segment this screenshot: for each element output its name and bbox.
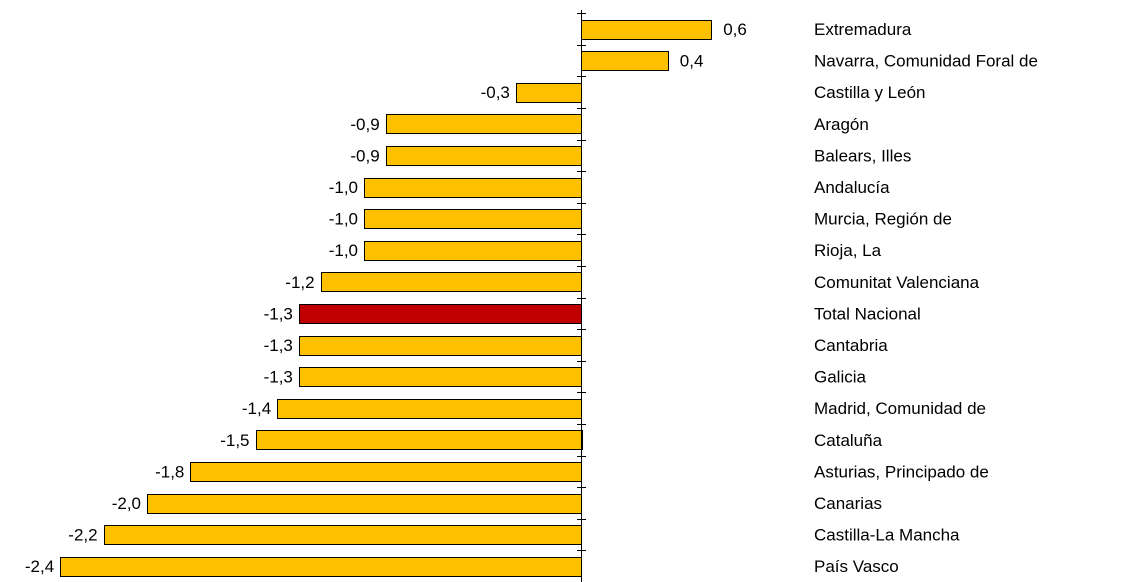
bar [256,430,583,450]
category-label: Asturias, Principado de [814,462,989,481]
bar [581,20,712,40]
category-label: Castilla-La Mancha [814,526,960,545]
bar [364,241,582,261]
value-label: -1,3 [264,368,293,387]
value-label: -2,2 [68,526,97,545]
category-label: Galicia [814,368,867,387]
bar [386,114,582,134]
value-label: -0,3 [481,83,510,102]
category-label: Total Nacional [814,304,921,323]
bar [516,83,582,103]
category-label: Rioja, La [814,241,882,260]
category-label: Navarra, Comunidad Foral de [814,52,1038,71]
bars-layer [60,20,712,577]
bar [60,557,582,577]
value-label: -2,0 [112,494,141,513]
value-label: -1,5 [220,431,249,450]
value-label: -2,4 [25,557,54,576]
value-label: -1,3 [264,304,293,323]
category-label: Cantabria [814,336,888,355]
bar [321,272,582,292]
value-label: -0,9 [350,146,379,165]
category-label: Balears, Illes [814,146,911,165]
bar [299,367,582,387]
category-label: Aragón [814,115,869,134]
value-label: -1,8 [155,462,184,481]
bar [386,146,582,166]
category-label: País Vasco [814,557,899,576]
value-label: -1,0 [329,210,358,229]
bar [364,209,582,229]
bar [104,525,582,545]
value-label: -1,0 [329,178,358,197]
category-label: Canarias [814,494,882,513]
category-labels: Extremadura Navarra, Comunidad Foral de Ca… [814,20,1038,576]
bar [299,336,582,356]
bar [277,399,582,419]
category-label: Castilla y León [814,83,926,102]
bar [147,494,582,514]
category-label: Madrid, Comunidad de [814,399,986,418]
bar [364,178,582,198]
category-label: Comunitat Valenciana [814,273,980,292]
bar [299,304,582,324]
value-label: -1,3 [264,336,293,355]
bar [581,51,669,71]
value-label: -0,9 [350,115,379,134]
value-label: -1,2 [285,273,314,292]
value-labels: 0,6 0,4 -0,3 -0,9 -0,9 -1,0 -1,0 -1,0 -1,2 -1,3 -1… [25,20,747,576]
value-label: -1,0 [329,241,358,260]
category-label: Extremadura [814,20,912,39]
axis-ticks [577,13,586,551]
category-label: Murcia, Región de [814,210,952,229]
value-label: 0,6 [723,20,747,39]
bar [190,462,582,482]
value-label: 0,4 [680,52,704,71]
category-label: Andalucía [814,178,890,197]
category-label: Cataluña [814,431,883,450]
value-label: -1,4 [242,399,271,418]
